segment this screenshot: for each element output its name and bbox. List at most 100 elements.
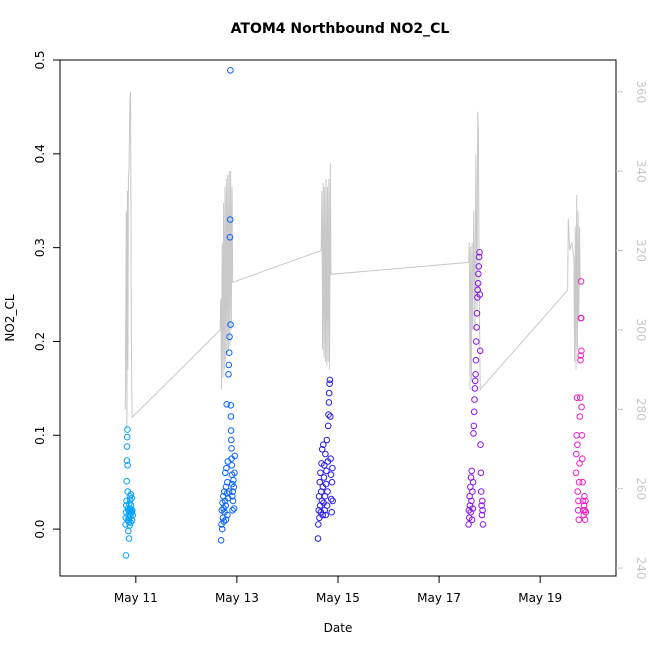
data-point <box>324 422 332 430</box>
data-point <box>227 402 235 409</box>
data-point <box>465 507 473 514</box>
data-point <box>476 291 484 298</box>
data-point <box>225 488 233 495</box>
data-point <box>123 457 131 464</box>
data-point <box>222 502 229 509</box>
data-point <box>220 518 228 525</box>
data-point <box>226 216 234 223</box>
data-point <box>477 441 484 449</box>
data-point <box>471 396 478 403</box>
data-point <box>326 376 334 384</box>
data-point <box>479 497 486 505</box>
data-point <box>329 497 337 505</box>
data-point <box>224 494 232 502</box>
data-point <box>229 507 236 514</box>
data-point <box>222 469 229 477</box>
data-point <box>223 401 230 408</box>
series-line <box>124 91 581 430</box>
data-point <box>475 263 483 270</box>
data-point <box>575 516 583 524</box>
data-point <box>473 338 480 345</box>
data-point <box>473 310 481 317</box>
y2-tick-label: 280 <box>634 398 648 421</box>
data-point <box>225 371 232 378</box>
y2-tick-label: 260 <box>634 477 648 500</box>
data-point <box>468 516 476 524</box>
data-point <box>227 427 235 434</box>
data-point <box>318 497 326 505</box>
data-point <box>227 67 234 74</box>
data-point <box>228 462 236 469</box>
data-point <box>315 521 322 528</box>
x-tick-label: May 13 <box>215 591 259 605</box>
data-point <box>325 389 333 397</box>
data-point <box>476 347 484 355</box>
data-point <box>574 441 581 449</box>
data-point <box>472 371 479 378</box>
y-tick-label: 0.0 <box>33 520 47 539</box>
data-point <box>230 477 237 484</box>
data-point <box>228 445 235 452</box>
data-point <box>473 324 480 331</box>
data-point <box>129 511 136 519</box>
data-point <box>323 436 331 444</box>
y-tick-label: 0.1 <box>33 426 47 445</box>
data-point <box>222 483 230 491</box>
data-point <box>475 253 483 261</box>
data-point <box>578 432 586 439</box>
data-point <box>228 436 235 444</box>
data-point <box>231 469 238 477</box>
data-point <box>574 488 582 495</box>
data-point <box>323 467 330 475</box>
data-point <box>227 413 235 420</box>
plot-area <box>122 67 590 559</box>
y2-tick-label: 240 <box>634 557 648 580</box>
data-point <box>217 537 225 544</box>
data-point <box>225 349 233 357</box>
data-point <box>579 455 586 463</box>
data-point <box>320 474 328 481</box>
data-point <box>579 497 587 505</box>
data-point <box>477 469 485 477</box>
data-point <box>123 433 131 441</box>
data-point <box>322 480 330 488</box>
data-point <box>575 497 582 505</box>
data-point <box>582 497 589 505</box>
data-point <box>582 508 590 516</box>
data-point <box>328 478 336 486</box>
data-point <box>472 356 480 364</box>
data-point <box>573 394 581 402</box>
y2-tick-label: 340 <box>634 160 648 183</box>
data-point <box>129 507 136 514</box>
x-axis-label: Date <box>324 621 353 635</box>
y-tick-label: 0.2 <box>33 332 47 351</box>
data-point <box>474 280 482 287</box>
data-point <box>578 314 585 322</box>
data-point <box>314 535 322 542</box>
data-point <box>578 403 585 411</box>
data-point <box>222 516 230 524</box>
data-point <box>575 478 583 486</box>
data-point <box>321 462 328 469</box>
data-point <box>229 497 237 505</box>
data-point <box>328 508 336 516</box>
data-point <box>225 361 233 369</box>
x-tick-label: May 11 <box>114 591 158 605</box>
data-point <box>468 497 475 505</box>
data-point <box>573 450 580 458</box>
data-point <box>126 500 133 508</box>
y-tick-label: 0.3 <box>33 238 47 257</box>
data-point <box>127 519 134 526</box>
y2-tick-label: 320 <box>634 239 648 262</box>
data-point <box>230 483 238 491</box>
data-point <box>124 426 131 433</box>
data-point <box>320 441 327 449</box>
data-point <box>125 535 133 542</box>
x-tick-label: May 17 <box>417 591 461 605</box>
data-point <box>226 234 234 241</box>
data-point <box>231 452 239 460</box>
y-tick-label: 0.5 <box>33 50 47 69</box>
data-point <box>581 516 589 524</box>
data-point <box>576 460 583 467</box>
